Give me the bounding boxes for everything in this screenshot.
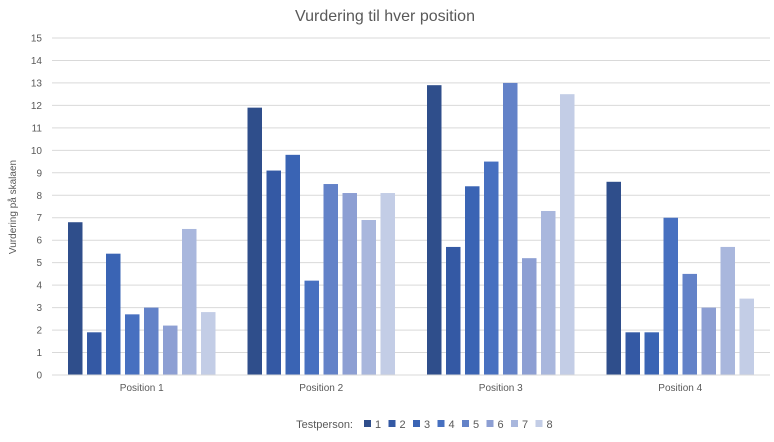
bar-position-1-testperson-5 [144,307,159,375]
y-tick-label: 12 [31,101,43,112]
y-axis-label: Vurdering på skalaen [7,160,19,254]
y-tick-label: 7 [36,213,42,224]
bar-position-4-testperson-2 [625,332,640,375]
legend-swatch-4 [437,420,445,427]
y-tick-label: 14 [31,56,43,67]
x-category-label: Position 1 [120,383,164,394]
legend: Testperson: 1 2 3 4 5 6 7 8 [296,419,553,431]
legend-label-7: 7 [522,419,528,431]
bar-position-3-testperson-5 [503,82,518,376]
bar-position-4-testperson-5 [682,273,697,375]
y-tick-label: 1 [36,348,42,359]
legend-label-5: 5 [473,419,479,431]
bar-position-4-testperson-1 [606,181,621,375]
y-tick-label: 5 [36,258,42,269]
legend-title: Testperson: [296,419,353,431]
bar-position-3-testperson-7 [541,210,556,375]
y-tick-label: 11 [32,123,43,134]
bar-position-2-testperson-5 [323,184,338,375]
legend-label-4: 4 [449,419,455,431]
bar-position-1-testperson-1 [68,222,83,375]
bar-position-3-testperson-8 [560,94,575,376]
bar-position-1-testperson-3 [106,253,121,375]
legend-swatch-7 [511,420,518,427]
legend-swatch-8 [535,420,543,427]
bar-position-2-testperson-2 [266,170,281,375]
y-tick-label: 2 [36,326,42,337]
x-category-label: Position 4 [658,383,702,394]
legend-label-1: 1 [375,419,381,431]
bar-position-3-testperson-6 [522,258,537,375]
bar-position-3-testperson-2 [446,246,461,375]
y-tick-label: 0 [36,371,42,382]
bar-position-4-testperson-6 [701,307,716,375]
bar-position-3-testperson-4 [484,161,499,375]
legend-label-2: 2 [400,419,406,431]
bar-position-3-testperson-3 [465,186,480,375]
bar-position-4-testperson-7 [720,246,735,375]
bar-position-1-testperson-2 [87,332,102,375]
bar-position-4-testperson-8 [739,298,754,375]
bar-position-2-testperson-8 [380,193,395,375]
x-category-label: Position 2 [299,383,343,394]
bar-position-2-testperson-4 [304,280,319,375]
y-tick-label: 9 [36,168,42,179]
legend-swatch-6 [486,420,494,427]
bar-position-1-testperson-4 [125,314,140,375]
legend-swatch-5 [462,420,469,427]
legend-swatch-1 [364,420,371,427]
bar-position-1-testperson-7 [182,228,197,375]
y-tick-label: 10 [31,146,43,157]
legend-swatch-3 [413,420,420,427]
legend-label-8: 8 [547,419,553,431]
bar-position-1-testperson-8 [201,312,216,375]
y-tick-label: 6 [36,236,42,247]
y-tick-label: 4 [36,281,42,292]
bar-position-2-testperson-1 [247,107,262,376]
gridlines [52,37,770,354]
bars [68,82,754,376]
bar-position-4-testperson-3 [644,332,659,375]
x-category-label: Position 3 [479,383,523,394]
y-tick-label: 8 [36,191,42,202]
bar-position-3-testperson-1 [427,85,442,376]
chart-title: Vurdering til hver position [295,8,475,25]
bar-position-2-testperson-3 [285,154,300,375]
y-tick-label: 13 [31,78,43,89]
y-tick-label: 3 [36,303,42,314]
bar-position-4-testperson-4 [663,217,678,375]
legend-label-3: 3 [424,419,430,431]
legend-label-6: 6 [498,419,504,431]
y-tick-label: 15 [31,34,43,45]
legend-swatch-2 [388,420,396,427]
bar-position-2-testperson-7 [361,219,376,375]
bar-position-1-testperson-6 [163,325,178,375]
x-axis-categories: Position 1 Position 2 Position 3 Position 4 [120,383,703,394]
bar-position-2-testperson-6 [342,193,357,375]
